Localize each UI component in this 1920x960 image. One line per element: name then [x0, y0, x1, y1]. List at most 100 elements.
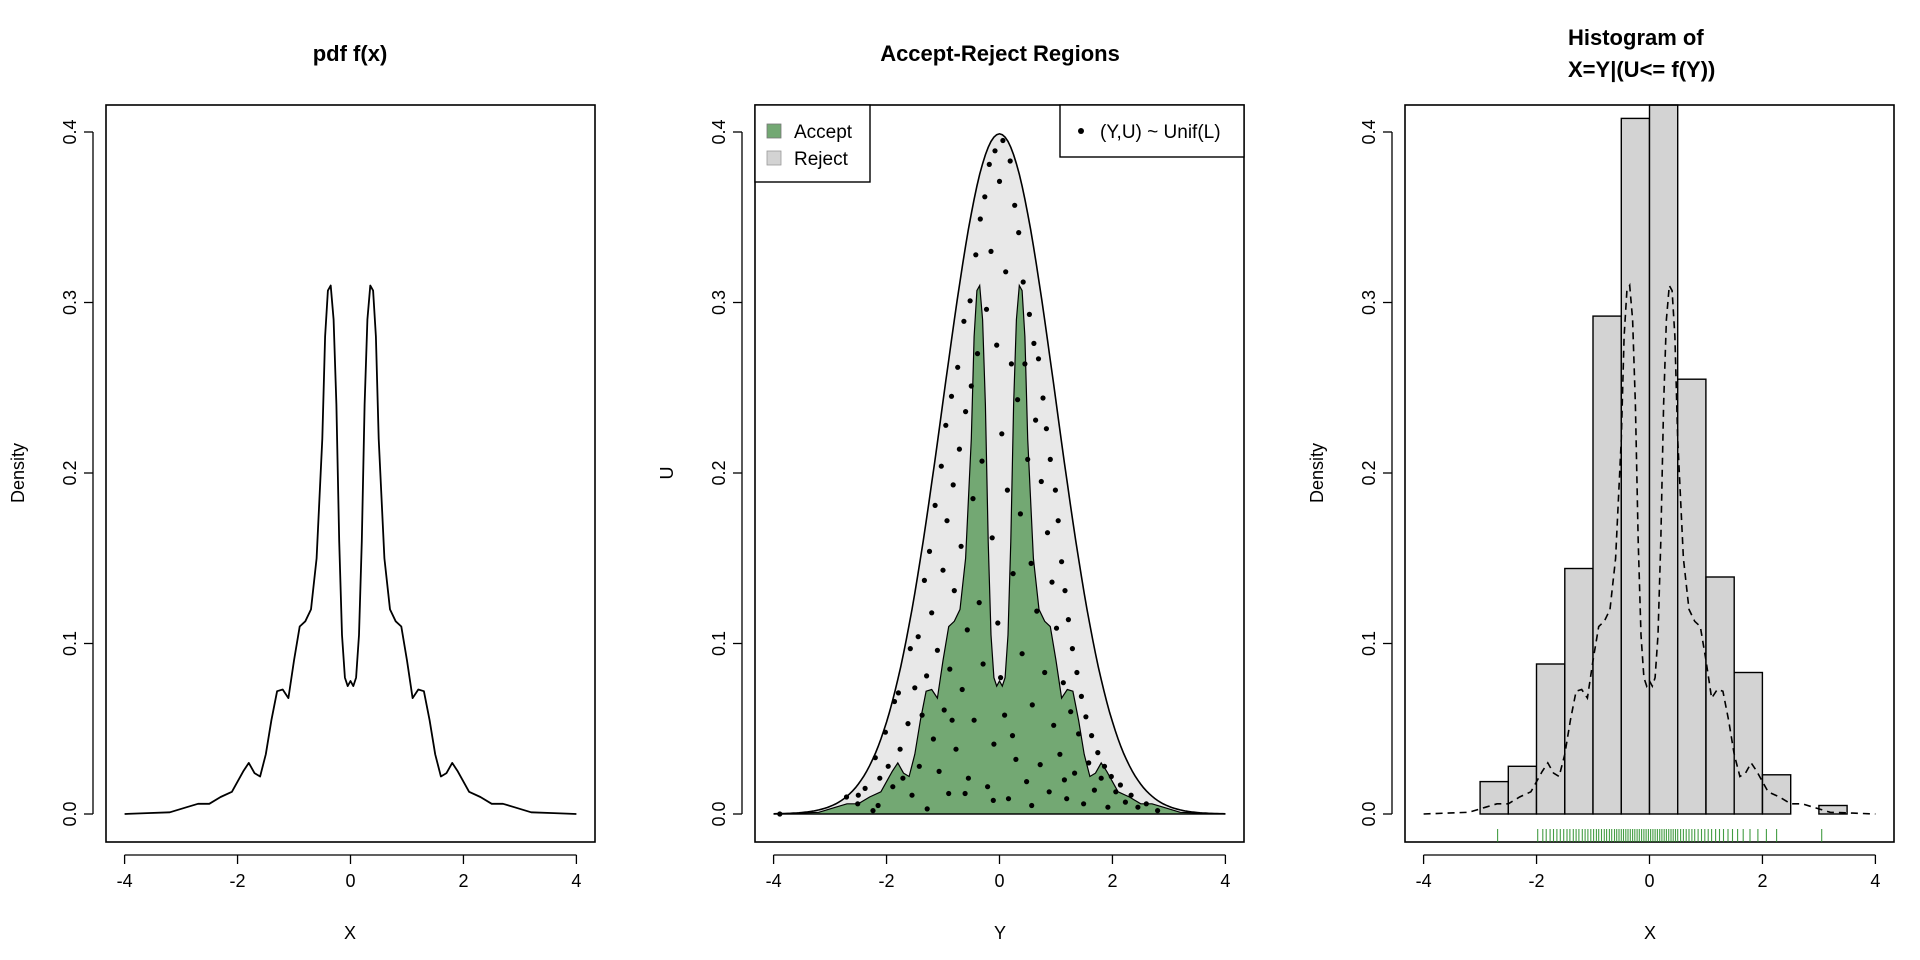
x-axis: -4 -2 0 2 4: [1416, 854, 1880, 891]
y-tick-label: 0.4: [709, 119, 729, 144]
legend-point-marker: [1078, 128, 1084, 134]
sample-point: [862, 785, 868, 792]
sample-point: [940, 567, 946, 573]
sample-point: [1052, 487, 1058, 493]
histogram-bar: [1620, 117, 1651, 815]
y-tick-label: 0.0: [60, 801, 80, 826]
sample-point: [947, 666, 953, 672]
sample-point: [1031, 340, 1037, 346]
sample-point: [895, 690, 902, 696]
sample-point: [994, 342, 1000, 348]
y-tick-label: 0.2: [60, 460, 80, 485]
x-tick-label: -4: [117, 871, 133, 891]
x-tick-label: -4: [766, 871, 782, 891]
panel-histogram: Histogram of X=Y|(U<= f(Y)) X Density -4…: [1307, 25, 1895, 943]
sample-point: [936, 768, 942, 775]
sample-point: [1086, 760, 1092, 766]
x-axis: -4 -2 0 2 4: [117, 854, 581, 891]
sample-point: [891, 698, 898, 705]
sample-point: [1009, 733, 1016, 739]
sample-point: [885, 763, 891, 769]
sample-point: [1019, 651, 1025, 657]
sample-point: [932, 502, 938, 508]
x-tick-label: 2: [458, 871, 468, 891]
sample-point: [1081, 801, 1087, 807]
sample-point: [1091, 787, 1097, 793]
histogram-bar: [1733, 671, 1764, 815]
plot-frame: [105, 104, 596, 843]
sample-point: [1017, 511, 1024, 517]
sample-point: [934, 647, 941, 653]
sample-point: [1013, 756, 1019, 763]
sample-point: [1072, 770, 1078, 776]
sample-point: [1061, 777, 1067, 783]
histogram-bar: [1648, 104, 1679, 815]
x-tick-label: 0: [1644, 871, 1654, 891]
sample-point: [916, 763, 922, 769]
sample-point: [1040, 395, 1046, 401]
sample-point: [921, 577, 928, 584]
histogram-bar: [1592, 315, 1622, 815]
sample-point: [958, 543, 964, 549]
sample-point: [1074, 669, 1080, 676]
sample-point: [1005, 796, 1012, 802]
histogram-bars: [1479, 104, 1848, 815]
accept-region: [773, 283, 1226, 815]
y-axis: 0.0 0.1 0.2 0.3 0.4: [709, 119, 743, 827]
y-tick-label: 0.0: [709, 801, 729, 826]
sample-point: [1095, 750, 1101, 756]
sample-point: [1049, 579, 1055, 585]
sample-point: [1143, 801, 1149, 807]
sample-point: [1025, 456, 1031, 462]
sample-point: [1060, 680, 1066, 686]
y-tick-label: 0.1: [1359, 631, 1379, 656]
sample-point: [953, 746, 959, 752]
sample-point: [915, 634, 921, 640]
legend-box: [1059, 104, 1245, 158]
x-axis: -4 -2 0 2 4: [766, 854, 1230, 891]
sample-point: [946, 790, 952, 797]
sample-point: [929, 610, 935, 616]
sample-point: [905, 721, 911, 727]
plot-frame: [1404, 104, 1895, 843]
sample-point: [897, 746, 903, 752]
sample-point: [951, 588, 957, 594]
sample-point: [1098, 775, 1104, 781]
sample-point: [855, 801, 861, 807]
sample-point: [1003, 269, 1009, 275]
sample-point: [941, 707, 947, 713]
sample-point: [970, 496, 976, 502]
sample-point: [1012, 202, 1018, 208]
sample-point: [949, 717, 955, 723]
y-axis-label: U: [657, 467, 677, 480]
y-tick-label: 0.1: [60, 631, 80, 656]
legend-accept-reject: Accept Reject: [754, 104, 871, 183]
plot-frame: [754, 104, 1245, 843]
x-axis-label: X: [1644, 923, 1656, 943]
y-tick-label: 0.3: [709, 290, 729, 315]
histogram-bar: [1564, 567, 1594, 815]
sample-point: [1000, 137, 1006, 144]
histogram-bar: [1818, 804, 1848, 815]
plot-marks: [124, 284, 577, 815]
x-tick-label: 4: [1870, 871, 1880, 891]
sample-point: [1024, 779, 1030, 785]
sample-point: [1051, 722, 1057, 728]
x-axis-label: X: [344, 923, 356, 943]
sample-point: [872, 755, 878, 761]
sample-point: [1155, 808, 1161, 814]
histogram-bar: [1761, 774, 1792, 815]
sample-point: [1057, 751, 1063, 757]
sample-point: [971, 717, 977, 723]
sample-point: [875, 802, 881, 809]
sample-point: [900, 775, 906, 781]
sample-point: [983, 306, 990, 312]
sample-point: [990, 797, 996, 804]
x-tick-label: 2: [1107, 871, 1117, 891]
y-axis: 0.0 0.1 0.2 0.3 0.4: [1359, 119, 1393, 827]
sample-point: [1038, 478, 1044, 485]
sample-point: [977, 216, 983, 222]
histogram-bar: [1676, 378, 1707, 815]
sample-point: [1076, 731, 1082, 737]
sample-point: [907, 646, 913, 652]
